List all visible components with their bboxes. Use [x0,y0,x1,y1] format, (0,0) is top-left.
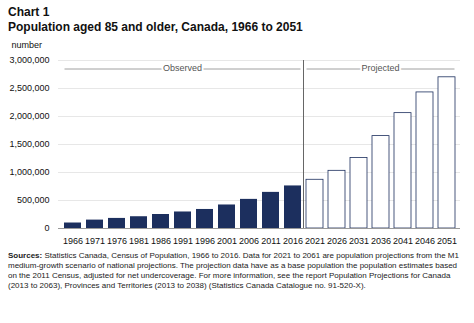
svg-text:1971: 1971 [85,236,105,246]
svg-text:2001: 2001 [217,236,237,246]
svg-text:2031: 2031 [349,236,369,246]
svg-text:2006: 2006 [239,236,259,246]
svg-text:number: number [12,40,43,50]
svg-text:1,000,000: 1,000,000 [9,167,49,177]
svg-text:0: 0 [44,223,49,233]
html-text:Chart 1: Chart 1 [8,5,50,19]
svg-text:2046: 2046 [415,236,435,246]
svg-text:2036: 2036 [371,236,391,246]
html-text:Population aged 85 and older,: Population aged 85 and older, Canada, 19… [8,20,303,34]
svg-text:3,000,000: 3,000,000 [9,55,49,65]
svg-text:1976: 1976 [107,236,127,246]
svg-text:2011: 2011 [261,236,280,246]
svg-text:2051: 2051 [437,236,457,246]
svg-text:2026: 2026 [327,236,347,246]
svg-text:1981: 1981 [129,236,149,246]
svg-text:1996: 1996 [195,236,215,246]
svg-text:Projected: Projected [361,63,399,73]
svg-text:1991: 1991 [173,236,193,246]
svg-text:2,500,000: 2,500,000 [9,83,49,93]
html-text:Sources: Statistics Canada, Ce: Sources: Statistics Canada, Census of Po… [8,251,459,290]
svg-text:2016: 2016 [283,236,303,246]
svg-text:2,000,000: 2,000,000 [9,111,49,121]
svg-text:1986: 1986 [151,236,171,246]
svg-text:500,000: 500,000 [17,195,50,205]
svg-text:2041: 2041 [393,236,413,246]
svg-text:Observed: Observed [163,63,202,73]
svg-text:1966: 1966 [63,236,83,246]
svg-text:1,500,000: 1,500,000 [9,139,49,149]
svg-text:2021: 2021 [305,236,325,246]
